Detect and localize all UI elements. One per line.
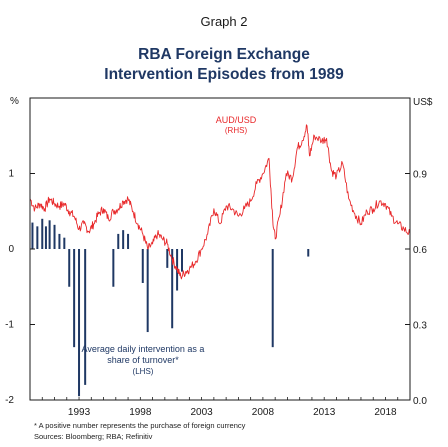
right-axis-label: 0.0 [413,396,427,407]
line-layer [29,124,411,280]
x-axis-label: 2018 [374,407,397,418]
frame-layer [29,97,411,401]
left-axis-label: -1 [5,320,14,331]
intervention-bar [141,249,144,283]
intervention-bar [68,249,71,287]
intervention-bar [307,249,310,257]
chart-title: RBA Foreign Exchange Intervention Episod… [0,45,448,85]
intervention-bar [117,233,120,249]
series-label-aud-usd: AUD/USD [216,115,257,125]
chart-title-line2: Intervention Episodes from 1989 [104,66,344,83]
intervention-bar [73,249,76,348]
bars-layer [31,218,310,397]
aud-usd-line [29,124,411,280]
x-axis-label: 1998 [129,407,152,418]
right-axis-label: 0.6 [413,245,427,256]
intervention-bar [63,237,66,249]
right-axis-label: 0.3 [413,321,427,332]
footnote-positive: * A positive number represents the purch… [34,421,246,430]
intervention-bar [53,224,56,249]
left-axis-unit: % [10,96,19,107]
intervention-bar [41,218,44,249]
intervention-bar [31,222,34,249]
series-label-intervention-lhs: (LHS) [133,367,154,376]
intervention-bar [127,233,130,249]
plot-frame [29,97,411,401]
intervention-bar [166,249,169,268]
chart-title-line1: RBA Foreign Exchange [138,46,310,63]
left-axis-label: 1 [8,169,14,180]
intervention-bar [271,249,274,348]
right-axis-label: 0.9 [413,170,427,181]
intervention-bar [171,249,174,329]
x-axis-label: 1993 [68,407,91,418]
intervention-bar [181,249,183,272]
footnote-sources: Sources: Bloomberg; RBA; Refinitiv [34,432,153,441]
intervention-bar [58,233,61,249]
intervention-bar [36,226,39,249]
x-axis-label: 2008 [252,407,275,418]
intervention-bar [48,220,51,249]
left-axis-label: -2 [5,395,14,406]
series-label-aud-usd-rhs: (RHS) [225,126,248,135]
text-layer: 1 0 -1 -2% 0.9 0.6 0.3 0.0 US$ 1993 1998 2003 2008 20… [5,96,433,418]
left-axis-label: 0 [8,244,14,255]
intervention-bar [44,226,47,249]
intervention-bar [112,249,115,287]
series-label-intervention-share: share of turnover* [107,355,179,365]
series-label-intervention: Average daily intervention as a [82,344,205,354]
x-axis-label: 2013 [313,407,336,418]
intervention-bar [78,249,81,397]
intervention-bar [122,230,125,250]
intervention-bar [84,249,87,385]
right-axis-unit: US$ [413,97,433,108]
graph-number: Graph 2 [200,14,248,29]
x-axis-label: 2003 [190,407,213,418]
intervention-bar [146,249,149,333]
